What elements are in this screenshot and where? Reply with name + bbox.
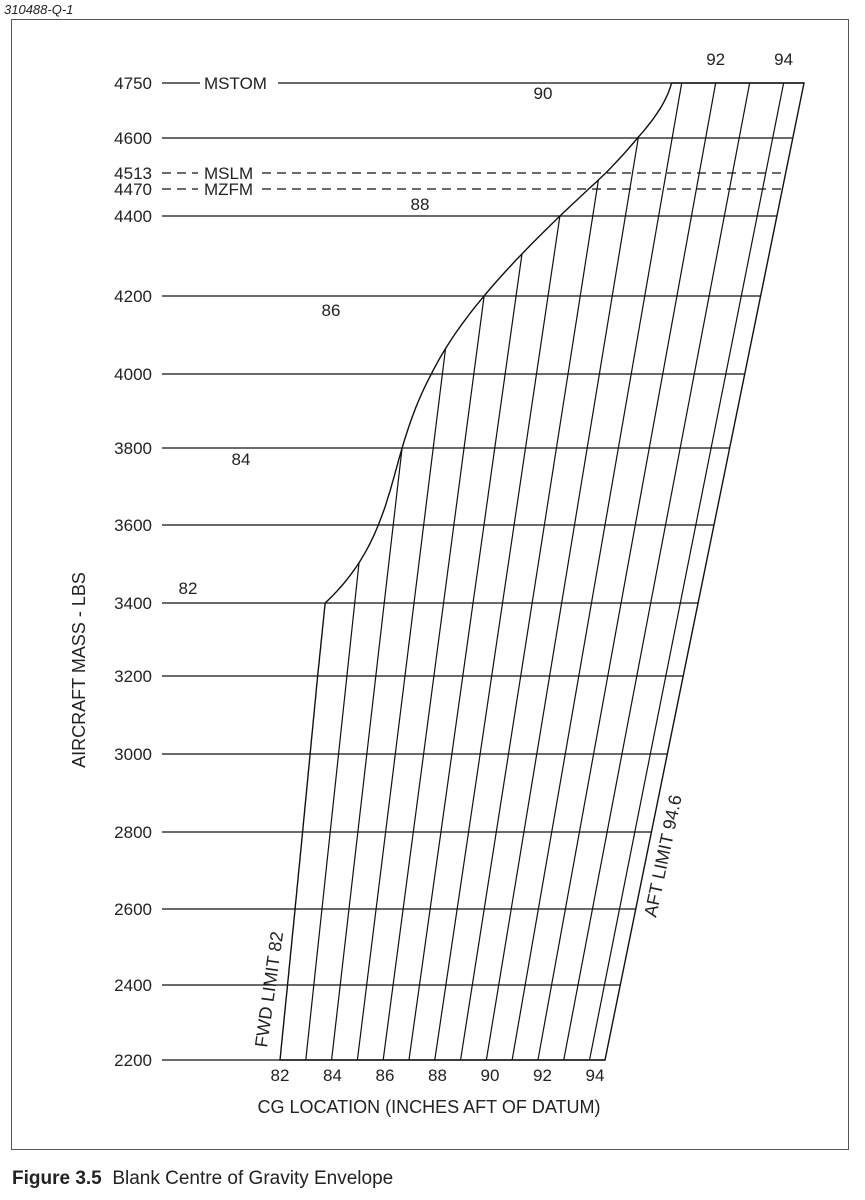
cg-line-83 <box>305 562 360 1061</box>
x-tick-94: 94 <box>586 1066 605 1085</box>
y-tick-2400: 2400 <box>114 976 152 995</box>
y-tick-3400: 3400 <box>114 594 152 613</box>
label-mstom: MSTOM <box>204 74 267 93</box>
curve-label-84: 84 <box>232 450 251 469</box>
y-tick-2200: 2200 <box>114 1051 152 1070</box>
label-mzfm: MZFM <box>204 180 253 199</box>
x-tick-90: 90 <box>481 1066 500 1085</box>
x-tick-86: 86 <box>376 1066 395 1085</box>
y-tick-4000: 4000 <box>114 365 152 384</box>
cg-line-88 <box>434 215 561 1061</box>
cg-line-85 <box>356 348 447 1061</box>
cg-grid-lines <box>305 82 785 1061</box>
y-tick-4513: 4513 <box>114 164 152 183</box>
curve-label-82: 82 <box>179 579 198 598</box>
y-tick-2800: 2800 <box>114 823 152 842</box>
y-axis-title: AIRCRAFT MASS - LBS <box>69 572 89 768</box>
y-tick-4470: 4470 <box>114 180 152 199</box>
label-mslm: MSLM <box>204 164 253 183</box>
y-tick-4750: 4750 <box>114 74 152 93</box>
fwd-limit-label: FWD LIMIT 82 <box>251 930 287 1048</box>
figure-number: Figure 3.5 <box>12 1168 102 1189</box>
y-tick-4600: 4600 <box>114 129 152 148</box>
cg-line-91 <box>511 82 683 1061</box>
y-tick-3000: 3000 <box>114 745 152 764</box>
y-tick-4400: 4400 <box>114 207 152 226</box>
x-tick-84: 84 <box>323 1066 342 1085</box>
x-tick-82: 82 <box>271 1066 290 1085</box>
x-tick-88: 88 <box>428 1066 447 1085</box>
top-label-92: 92 <box>706 50 725 69</box>
y-tick-4200: 4200 <box>114 287 152 306</box>
cg-line-90 <box>485 136 640 1061</box>
cg-line-93 <box>563 82 751 1061</box>
x-axis-title: CG LOCATION (INCHES AFT OF DATUM) <box>257 1097 600 1117</box>
cg-line-89 <box>459 179 599 1061</box>
cg-line-94 <box>588 82 785 1061</box>
curve-label-90: 90 <box>534 84 553 103</box>
figure-frame <box>11 19 849 1150</box>
y-tick-3800: 3800 <box>114 439 152 458</box>
x-tick-92: 92 <box>533 1066 552 1085</box>
curve-label-86: 86 <box>322 301 341 320</box>
y-tick-2600: 2600 <box>114 900 152 919</box>
curve-label-88: 88 <box>411 195 430 214</box>
figure-title: Blank Centre of Gravity Envelope <box>112 1168 394 1189</box>
cg-line-92 <box>537 82 717 1061</box>
y-tick-3200: 3200 <box>114 667 152 686</box>
envelope-boundary <box>279 82 805 1061</box>
cg-line-87 <box>408 253 523 1061</box>
y-tick-3600: 3600 <box>114 516 152 535</box>
figure-caption: Figure 3.5 Blank Centre of Gravity Envel… <box>12 1168 393 1190</box>
cg-line-86 <box>382 295 485 1061</box>
top-label-94: 94 <box>774 50 793 69</box>
reference-number: 310488-Q-1 <box>4 2 74 17</box>
